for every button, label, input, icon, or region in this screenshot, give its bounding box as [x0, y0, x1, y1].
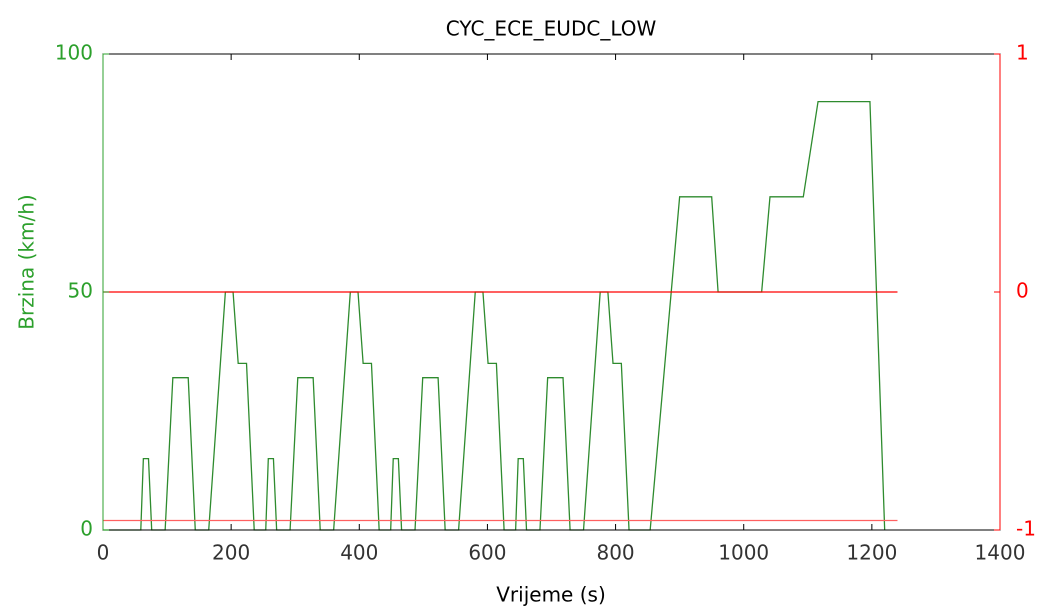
x-axis-label: Vrijeme (s) [496, 583, 606, 607]
y2-tick-label: 1 [1016, 41, 1029, 65]
y-tick-label: 50 [68, 279, 93, 303]
chart-title: CYC_ECE_EUDC_LOW [446, 17, 657, 41]
x-tick-label: 400 [340, 541, 378, 565]
data-line [103, 100, 886, 531]
y-tick-label: 0 [80, 517, 93, 541]
x-tick-label: 600 [468, 541, 506, 565]
y2-tick-label: 0 [1016, 279, 1029, 303]
x-tick-label: 200 [212, 541, 250, 565]
y-axis-label: Brzina (km/h) [15, 194, 39, 329]
y-tick-label: 100 [55, 41, 93, 65]
x-tick-label: 0 [97, 541, 110, 565]
x-tick-label: 1000 [718, 541, 769, 565]
y2-tick-label: -1 [1016, 517, 1036, 541]
x-tick-label: 1200 [846, 541, 897, 565]
x-tick-label: 800 [596, 541, 634, 565]
x-tick-label: 1400 [975, 541, 1026, 565]
